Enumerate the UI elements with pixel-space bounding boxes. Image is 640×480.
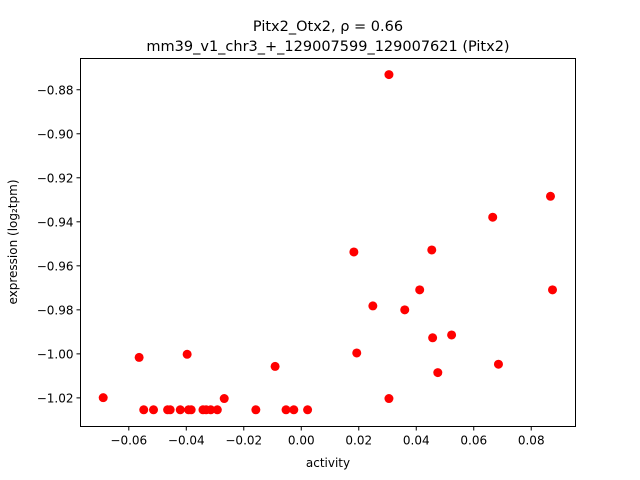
data-point xyxy=(400,305,410,315)
x-tick-label: −0.04 xyxy=(168,434,205,448)
data-point xyxy=(219,394,229,404)
y-tick-label: −0.96 xyxy=(37,259,74,273)
data-point xyxy=(98,393,108,403)
data-point xyxy=(488,212,498,222)
chart-title-line2: mm39_v1_chr3_+_129007599_129007621 (Pitx… xyxy=(146,39,509,55)
data-points xyxy=(98,70,558,415)
data-point xyxy=(251,405,261,415)
data-point xyxy=(134,352,144,362)
y-tick-label: −0.92 xyxy=(37,171,74,185)
y-axis-ticks: −0.88 −0.90 −0.92 −0.94 −0.96 −0.98 −1.00 −1.02 xyxy=(37,83,81,405)
x-tick-label: −0.06 xyxy=(110,434,147,448)
data-point xyxy=(545,191,555,201)
y-tick-label: −0.94 xyxy=(37,215,74,229)
data-point xyxy=(493,359,503,369)
x-axis-ticks: −0.06 −0.04 −0.02 0.00 0.02 0.04 0.06 0.08 xyxy=(110,426,545,448)
plot-area-frame xyxy=(80,58,576,427)
x-tick-label: 0.04 xyxy=(403,434,430,448)
data-point xyxy=(206,405,216,415)
data-point xyxy=(165,405,175,415)
data-point xyxy=(433,368,443,378)
data-point xyxy=(303,405,313,415)
y-tick-label: −0.88 xyxy=(37,83,74,97)
data-point xyxy=(139,405,149,415)
data-point xyxy=(149,405,159,415)
data-point xyxy=(428,333,438,343)
data-point xyxy=(175,405,185,415)
y-tick-label: −1.02 xyxy=(37,391,74,405)
x-tick-label: 0.02 xyxy=(345,434,372,448)
chart-title-line1: Pitx2_Otx2, ρ = 0.66 xyxy=(253,19,403,35)
data-point xyxy=(186,405,196,415)
data-point xyxy=(281,405,291,415)
data-point xyxy=(349,247,359,257)
data-point xyxy=(368,301,378,311)
data-point xyxy=(384,70,394,80)
x-tick-label: 0.06 xyxy=(460,434,487,448)
x-tick-label: −0.02 xyxy=(225,434,262,448)
x-tick-label: 0.00 xyxy=(288,434,315,448)
y-axis-label: expression (log₂tpm) xyxy=(6,179,20,304)
y-tick-label: −1.00 xyxy=(37,347,74,361)
x-axis-label: activity xyxy=(306,456,350,470)
y-tick-label: −0.90 xyxy=(37,127,74,141)
y-tick-label: −0.98 xyxy=(37,303,74,317)
x-tick-label: 0.08 xyxy=(518,434,545,448)
data-point xyxy=(384,394,394,404)
data-point xyxy=(447,330,457,340)
data-point xyxy=(415,285,425,295)
data-point xyxy=(427,245,437,255)
data-point xyxy=(212,405,222,415)
data-point xyxy=(352,348,362,358)
data-point xyxy=(182,349,192,359)
data-point xyxy=(270,361,280,371)
data-point xyxy=(548,285,558,295)
data-point xyxy=(289,405,299,415)
